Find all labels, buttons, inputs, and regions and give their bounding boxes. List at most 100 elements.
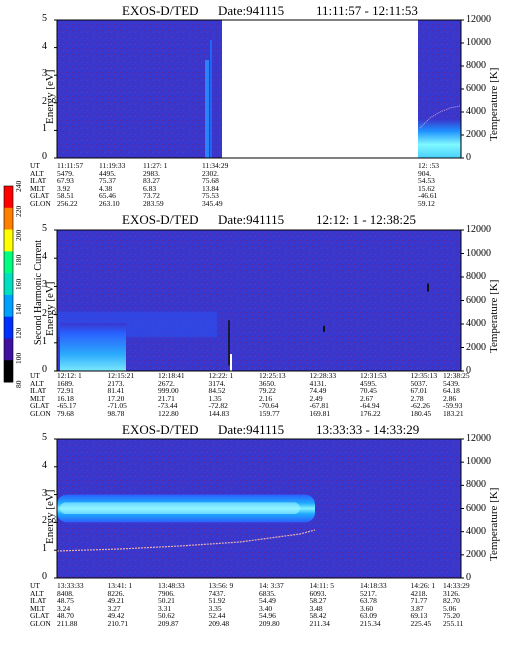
ephemeris-value: 12:15:21 (107, 371, 135, 380)
y-tick-label: 1 (42, 123, 47, 135)
ephemeris-value: 2.78 (410, 393, 424, 403)
ephemeris-value: 3.92 (57, 183, 71, 193)
ephemeris-value: 12:35:13 (410, 371, 438, 380)
temperature-trace (56, 529, 316, 552)
y-tick-label: 3 (42, 279, 47, 291)
y-tick-label: 1 (42, 543, 47, 555)
ephemeris-value: 5217. (360, 588, 377, 598)
ephemeris-value: 12:12: 1 (57, 371, 82, 380)
ephemeris-row-label: GLAT (30, 611, 50, 621)
ephemeris-value: 2672. (158, 378, 175, 388)
ephemeris-value: 82.70 (443, 596, 460, 606)
ephemeris-value: -70.64 (259, 401, 279, 411)
colorbar-tick-label: 240 (14, 180, 23, 192)
ephemeris-value: 50.21 (158, 596, 175, 606)
y-tick-label: 3 (42, 487, 47, 499)
ephemeris-value: 5439. (443, 378, 460, 388)
y2-tick-label: 2000 (466, 129, 486, 140)
ephemeris-value: 1689. (57, 378, 74, 388)
ephemeris-value: 209.80 (259, 619, 280, 628)
ephemeris-value: 75.68 (202, 176, 219, 186)
chart-date: Date:941115 (218, 3, 285, 18)
chart-time-range: 11:11:57 - 12:11:53 (316, 3, 418, 18)
colorbar-tick-label: 120 (14, 327, 23, 339)
ephemeris-value: 3.24 (57, 603, 71, 613)
ephemeris-value: 11:34:29 (202, 161, 229, 170)
y2-tick-label: 6000 (466, 83, 486, 94)
y2-tick-label: 12000 (466, 433, 491, 444)
ephemeris-value: 14:26: 1 (410, 581, 436, 590)
ephemeris-value: 12:22: 1 (208, 371, 234, 380)
y2-axis-label: Temperature [K] (488, 487, 500, 561)
colorbar-tick-label: 160 (14, 278, 23, 290)
ephemeris-value: 4131. (309, 378, 327, 388)
y-axis-label: Energy [eV] (44, 69, 56, 124)
chart-time-range: 13:33:33 - 14:33:29 (316, 422, 420, 437)
ephemeris-value: 12:18:41 (158, 371, 185, 380)
ephemeris-value: 13:41: 1 (107, 581, 133, 590)
ephemeris-value: 211.34 (309, 619, 330, 628)
ephemeris-value: 225.45 (410, 619, 432, 628)
colorbar-tick-label: 80 (14, 380, 23, 389)
chart-title: EXOS-D/TED (122, 3, 199, 18)
ephemeris-value: 4595. (360, 378, 377, 388)
ephemeris-value: 21.71 (158, 393, 175, 403)
ephemeris-value: -64.94 (360, 401, 380, 411)
ephemeris-value: -67.81 (309, 401, 329, 411)
ephemeris-value: 4.38 (99, 183, 113, 193)
ephemeris-value: 8226. (107, 588, 125, 598)
chart-date: Date:941115 (218, 422, 285, 437)
ephemeris-value: 176.22 (360, 409, 381, 418)
ephemeris-value: 11:19:33 (99, 161, 126, 170)
colorbar-segment (4, 294, 13, 318)
ephemeris-row-label: ILAT (30, 596, 47, 606)
spike-mark (323, 325, 325, 332)
y-tick-label: 2 (42, 307, 47, 319)
colorbar-segment (4, 207, 13, 231)
ephemeris-value: -46.61 (418, 191, 438, 201)
y2-axis-label: Temperature [K] (488, 279, 500, 353)
ephemeris-row-label: UT (30, 161, 40, 170)
y-tick-label: 5 (42, 13, 47, 24)
ephemeris-row-label: ILAT (30, 386, 47, 396)
ephemeris-value: 14:11: 5 (309, 581, 335, 590)
ephemeris-value: 63.78 (360, 596, 377, 606)
data-gap (222, 20, 418, 158)
ephemeris-value: 58.42 (309, 611, 327, 621)
ephemeris-value: 2.16 (259, 393, 273, 403)
ephemeris-value: -73.44 (158, 401, 178, 411)
vertical-streak (230, 354, 232, 371)
ephemeris-value: 67.01 (410, 386, 428, 396)
ephemeris-value: 11:11:57 (57, 161, 84, 170)
ephemeris-value: 54.49 (259, 596, 276, 606)
y-tick-label: 5 (42, 432, 47, 443)
ephemeris-value: 211.88 (57, 619, 78, 628)
y2-tick-label: 12000 (466, 14, 491, 25)
ephemeris-value: 75.20 (443, 611, 460, 621)
colorbar-frame (3, 185, 14, 383)
colorbar-segment (4, 360, 13, 383)
ephemeris-value: 5479. (57, 168, 74, 178)
y2-tick-label: 6000 (466, 502, 486, 514)
y-tick-label: 1 (42, 335, 47, 347)
ephemeris-value: 5037. (410, 378, 428, 388)
ephemeris-value: 6835. (259, 588, 276, 598)
y2-tick-label: 10000 (466, 37, 491, 48)
ephemeris-value: 210.71 (107, 619, 129, 628)
y-tick-label: 0 (42, 151, 47, 162)
ephemeris-value: 2173. (107, 378, 125, 388)
y2-tick-label: 2000 (466, 548, 486, 560)
colorbar-segment (4, 186, 13, 209)
y2-tick-label: 0 (466, 365, 471, 376)
y2-tick-label: 0 (466, 152, 471, 163)
ephemeris-value: 14:18:33 (360, 581, 387, 590)
ephemeris-value: 7437. (208, 588, 226, 598)
ephemeris-value: 81.41 (107, 386, 125, 396)
ephemeris-row-label: ALT (30, 378, 44, 388)
y2-axis-label: Temperature [K] (488, 67, 500, 141)
ephemeris-value: 1.35 (208, 393, 222, 403)
y-tick-label: 4 (42, 251, 47, 263)
ephemeris-value: 71.77 (410, 596, 428, 606)
colorbar-segment (4, 229, 13, 252)
y-tick-label: 0 (42, 571, 47, 582)
